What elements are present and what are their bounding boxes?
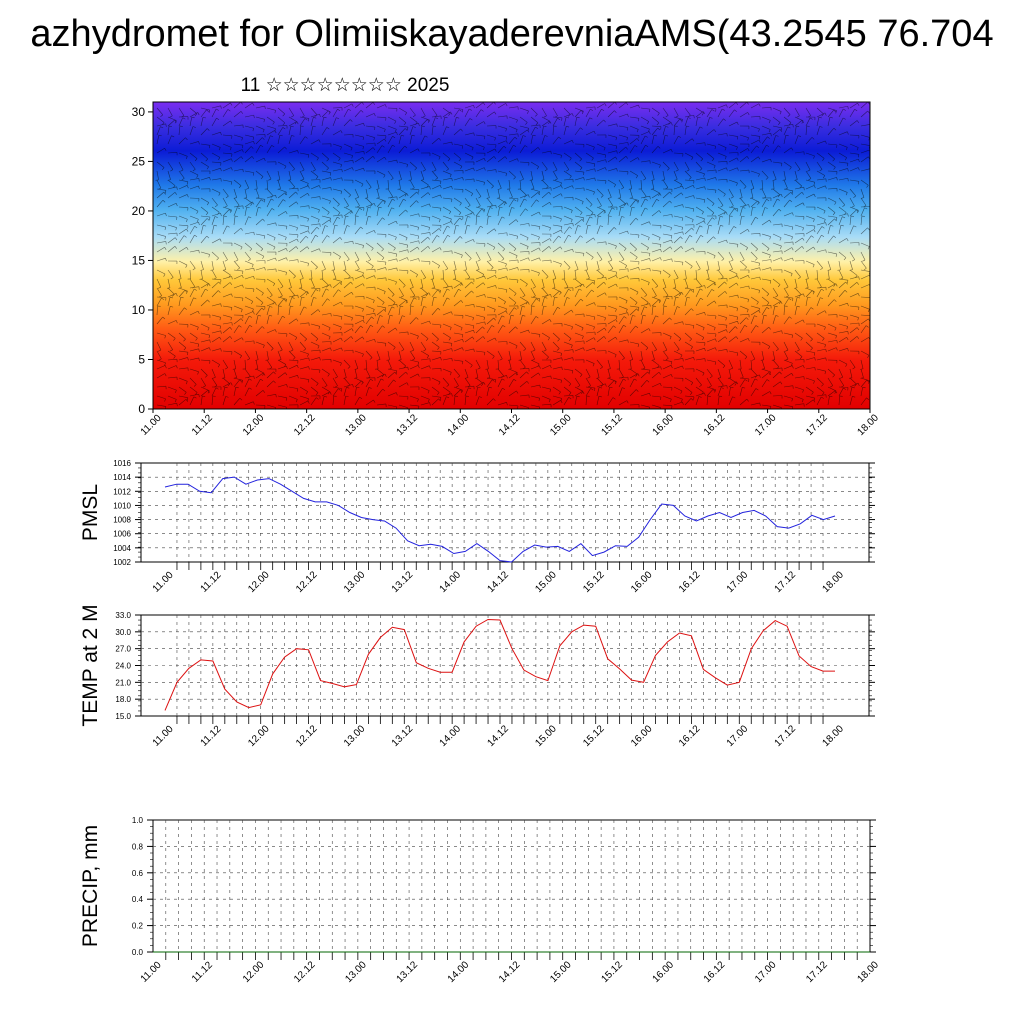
x-date-label: 13.12 xyxy=(390,723,416,749)
x-date-label: 17.00 xyxy=(753,412,779,438)
x-date-label: 12.00 xyxy=(241,412,267,438)
y-tick-label: 25 xyxy=(132,154,146,168)
y-tick-label: 30.0 xyxy=(115,628,131,637)
x-date-label: 13.00 xyxy=(342,723,368,749)
x-date-label: 11.12 xyxy=(199,569,224,594)
x-date-label: 15.12 xyxy=(599,412,625,438)
x-date-label: 11.00 xyxy=(139,959,164,984)
wind-barbs-overlay xyxy=(155,102,870,409)
y-tick-label: 21.0 xyxy=(115,678,131,687)
pmsl-axis-label: PMSL xyxy=(79,484,102,541)
x-date-label: 11.12 xyxy=(199,723,224,748)
x-date-label: 12.12 xyxy=(294,569,320,595)
y-tick-label: 30 xyxy=(132,105,146,119)
temp-axis-label: TEMP at 2 M xyxy=(79,604,102,726)
chart-subtitle: 11 ☆☆☆☆☆☆☆☆ 2025 xyxy=(240,75,450,96)
x-date-label: 16.12 xyxy=(677,569,703,595)
y-tick-label: 1016 xyxy=(113,459,131,468)
x-date-label: 14.00 xyxy=(446,412,472,438)
x-date-label: 16.00 xyxy=(651,412,677,438)
x-date-label: 11.00 xyxy=(151,569,176,594)
x-date-label: 12.00 xyxy=(241,959,267,985)
x-date-label: 18.00 xyxy=(820,723,846,749)
x-date-label: 14.00 xyxy=(446,959,472,985)
x-date-label: 11.00 xyxy=(139,412,164,437)
y-tick-label: 1010 xyxy=(113,501,131,510)
y-tick-label: 1008 xyxy=(113,516,131,525)
y-tick-label: 0.8 xyxy=(132,842,144,851)
x-date-label: 16.12 xyxy=(677,723,703,749)
x-date-label: 14.12 xyxy=(485,569,511,595)
pmsl-line xyxy=(164,476,836,563)
x-date-label: 15.00 xyxy=(533,569,559,595)
x-date-label: 12.00 xyxy=(246,723,272,749)
y-tick-label: 1014 xyxy=(113,473,131,482)
heatmap-field xyxy=(153,102,870,409)
x-date-label: 16.00 xyxy=(651,959,677,985)
x-date-label: 17.00 xyxy=(725,569,751,595)
temp-line xyxy=(164,618,835,711)
x-date-label: 16.12 xyxy=(702,412,728,438)
y-tick-label: 0.6 xyxy=(132,869,144,878)
x-date-label: 18.00 xyxy=(855,959,881,985)
x-date-label: 17.12 xyxy=(804,959,830,985)
x-date-label: 16.12 xyxy=(702,959,728,985)
x-date-label: 14.12 xyxy=(497,412,523,438)
x-date-label: 15.00 xyxy=(548,412,574,438)
y-tick-label: 33.0 xyxy=(115,611,131,620)
x-date-label: 18.00 xyxy=(820,569,846,595)
x-date-label: 12.12 xyxy=(294,723,320,749)
x-date-label: 17.12 xyxy=(773,569,799,595)
precip-axis-label: PRECIP, mm xyxy=(79,825,102,947)
y-tick-label: 10 xyxy=(132,303,146,317)
x-date-label: 16.00 xyxy=(629,569,655,595)
y-tick-label: 15.0 xyxy=(115,712,131,721)
x-date-label: 17.00 xyxy=(753,959,779,985)
y-tick-label: 0 xyxy=(138,402,145,416)
x-date-label: 13.00 xyxy=(343,959,369,985)
y-tick-label: 1006 xyxy=(113,530,131,539)
y-tick-label: 27.0 xyxy=(115,645,131,654)
x-date-label: 11.00 xyxy=(151,723,176,748)
y-tick-label: 15 xyxy=(132,253,146,267)
x-date-label: 13.00 xyxy=(342,569,368,595)
x-date-label: 16.00 xyxy=(629,723,655,749)
y-tick-label: 0.0 xyxy=(132,948,144,957)
x-date-label: 17.12 xyxy=(804,412,830,438)
x-date-label: 13.12 xyxy=(390,569,416,595)
chart-title: azhydromet for OlimiiskayaderevniaAMS(43… xyxy=(30,14,994,55)
y-tick-label: 0.4 xyxy=(132,895,144,904)
x-date-label: 18.00 xyxy=(855,412,881,438)
x-date-label: 14.12 xyxy=(485,723,511,749)
x-date-label: 15.12 xyxy=(599,959,625,985)
x-date-label: 15.12 xyxy=(581,569,607,595)
x-date-label: 13.00 xyxy=(343,412,369,438)
y-tick-label: 1012 xyxy=(113,487,131,496)
y-tick-label: 24.0 xyxy=(115,662,131,671)
x-date-label: 12.00 xyxy=(246,569,272,595)
x-date-label: 13.12 xyxy=(395,959,421,985)
y-tick-label: 1002 xyxy=(113,558,131,567)
x-date-label: 14.12 xyxy=(497,959,523,985)
x-date-label: 15.00 xyxy=(533,723,559,749)
y-tick-label: 20 xyxy=(132,204,146,218)
x-date-label: 12.12 xyxy=(292,412,318,438)
x-date-label: 17.00 xyxy=(725,723,751,749)
x-date-label: 13.12 xyxy=(395,412,421,438)
y-tick-label: 0.2 xyxy=(132,922,144,931)
x-date-label: 14.00 xyxy=(438,723,464,749)
x-date-label: 11.12 xyxy=(190,959,215,984)
x-date-label: 15.12 xyxy=(581,723,607,749)
pmsl-frame xyxy=(140,462,870,563)
x-date-label: 12.12 xyxy=(292,959,318,985)
x-date-label: 11.12 xyxy=(190,412,215,437)
x-date-label: 17.12 xyxy=(773,723,799,749)
y-tick-label: 1.0 xyxy=(132,816,144,825)
y-tick-label: 18.0 xyxy=(115,695,131,704)
y-tick-label: 1004 xyxy=(113,544,131,553)
x-date-label: 15.00 xyxy=(548,959,574,985)
x-date-label: 14.00 xyxy=(438,569,464,595)
y-tick-label: 5 xyxy=(138,352,145,366)
